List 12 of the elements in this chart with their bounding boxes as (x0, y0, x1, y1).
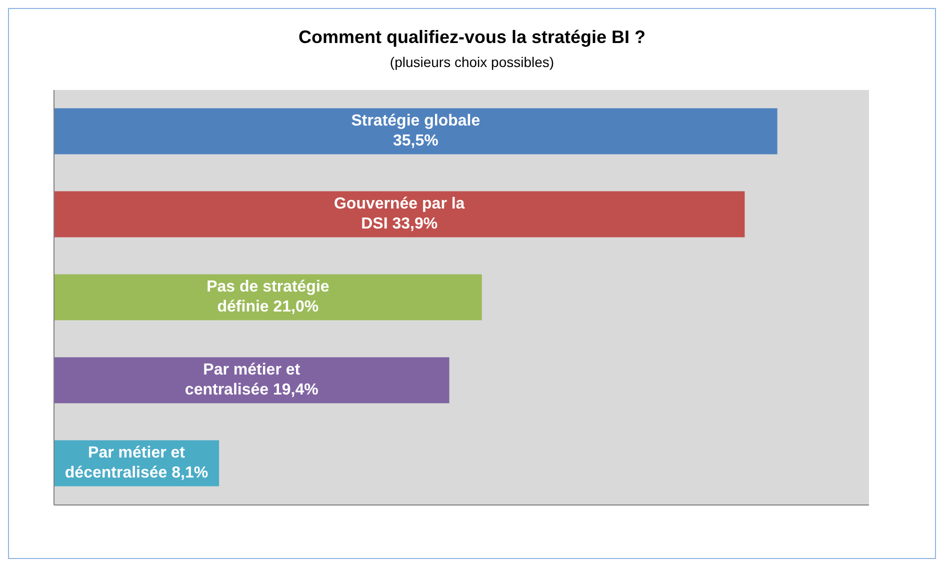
category-label: Par métier et centralisée 19,4% (184, 361, 318, 398)
category-label: Gouvernée par la DSI 33,9% (334, 195, 465, 232)
bar (54, 108, 778, 154)
bar (54, 191, 745, 238)
bar (54, 274, 482, 320)
chart-title: Comment qualifiez-vous la stratégie BI ? (297, 27, 647, 48)
chart-subtitle: (plusieurs choix possibles) (388, 54, 556, 70)
category-label: Par métier et décentralisée 8,1% (64, 444, 208, 482)
data-label: 35,5% (392, 132, 438, 150)
bar (54, 357, 450, 404)
category-label: Pas de stratégie définie 21,0% (206, 278, 330, 316)
y-tick-label: Stratégie globale (351, 112, 480, 130)
